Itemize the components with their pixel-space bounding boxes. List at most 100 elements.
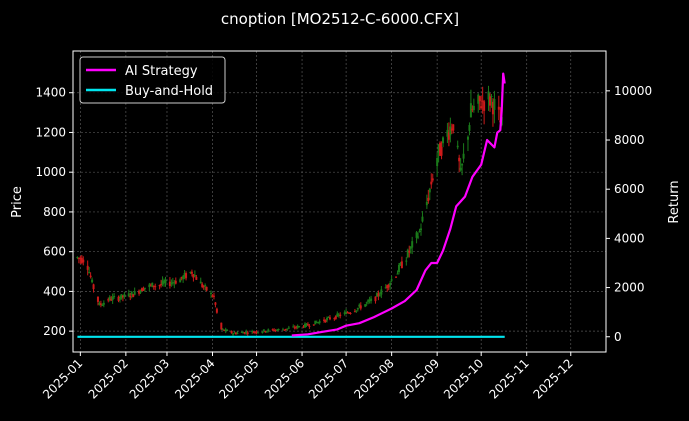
y2-axis-label: Return <box>667 180 682 223</box>
candle-body <box>418 230 421 232</box>
candle-body <box>252 332 255 334</box>
candle-body <box>77 257 80 259</box>
candle-body <box>375 293 378 297</box>
candle-body <box>327 316 330 318</box>
candle-body <box>346 312 349 314</box>
candle-body <box>417 236 420 238</box>
candle-body <box>356 307 359 310</box>
candle-body <box>478 96 481 102</box>
grid <box>73 51 606 352</box>
candle-body <box>264 331 267 333</box>
candle-body <box>370 298 373 301</box>
candle-body <box>283 329 286 331</box>
y2-tick-label: 10000 <box>614 84 652 98</box>
candle-body <box>251 330 254 333</box>
candle-body <box>99 303 102 305</box>
y-tick-label: 1400 <box>35 86 66 100</box>
candlesticks <box>76 85 503 337</box>
candle-body <box>359 305 362 309</box>
candle-body <box>89 275 92 278</box>
candle-body <box>487 91 490 100</box>
candle-body <box>190 271 193 274</box>
candle-body <box>82 259 85 263</box>
candle-body <box>154 286 157 288</box>
candle-body <box>164 279 167 283</box>
candle-body <box>233 332 236 334</box>
candle-body <box>286 328 289 330</box>
candle-body <box>378 295 381 297</box>
candle-body <box>353 311 356 313</box>
candle-body <box>79 257 82 260</box>
candle-body <box>226 330 229 332</box>
candle-body <box>168 281 171 286</box>
candle-body <box>212 295 215 297</box>
candle-body <box>91 279 94 283</box>
candle-body <box>483 101 486 111</box>
candle-body <box>107 299 110 301</box>
candle-body <box>152 285 155 287</box>
candle-body <box>431 178 434 181</box>
candle-body <box>400 261 403 269</box>
y-tick-label: 200 <box>43 324 66 338</box>
candle-body <box>224 329 227 332</box>
candle-body <box>254 331 257 333</box>
candle-body <box>384 287 387 289</box>
candle-body <box>76 257 79 259</box>
candle-body <box>368 300 371 302</box>
candle-body <box>405 260 408 262</box>
candle-body <box>462 153 465 159</box>
candle-body <box>380 289 383 295</box>
candle-body <box>281 329 284 331</box>
candle-body <box>396 273 399 275</box>
candle-body <box>305 323 308 326</box>
candle-body <box>425 201 428 206</box>
candle-body <box>133 291 136 295</box>
candle-body <box>160 284 163 286</box>
candle-body <box>490 96 493 98</box>
legend-box <box>79 56 226 104</box>
candle-body <box>132 294 135 298</box>
candle-body <box>121 295 124 298</box>
candle-body <box>339 314 342 317</box>
candle-body <box>138 290 141 294</box>
candle-body <box>101 305 104 307</box>
candle-body <box>471 108 474 111</box>
x-tick-label: 2025-01 <box>40 356 85 401</box>
candle-body <box>336 313 339 317</box>
x-tick-label: 2025-07 <box>306 356 351 401</box>
candle-body <box>349 313 352 315</box>
candle-body <box>230 330 233 334</box>
candle-body <box>446 129 449 137</box>
candle-body <box>123 294 126 298</box>
candle-body <box>223 329 226 331</box>
candle-body <box>179 279 182 283</box>
chart-title: cnoption [MO2512-C-6000.CFX] <box>221 10 459 28</box>
candle-body <box>192 274 195 278</box>
candle-body <box>180 276 183 279</box>
candle-body <box>149 284 152 286</box>
candle-body <box>214 302 217 305</box>
candle-body <box>142 288 145 291</box>
candle-body <box>292 326 295 328</box>
candle-body <box>158 285 161 287</box>
candle-body <box>243 332 246 334</box>
candle-body <box>185 273 188 279</box>
candle-body <box>428 188 431 193</box>
candle-body <box>472 105 475 111</box>
legend-label-ai-strategy: AI Strategy <box>125 64 198 79</box>
candle-body <box>440 147 443 156</box>
candle-body <box>86 265 89 270</box>
candle-body <box>461 163 464 166</box>
candle-body <box>306 324 309 326</box>
candle-body <box>298 326 301 328</box>
candle-body <box>358 304 361 307</box>
x-tick-label: 2025-05 <box>216 356 261 401</box>
candle-body <box>276 329 279 331</box>
candle-body <box>265 331 268 333</box>
candle-body <box>365 302 368 304</box>
x-tick-label: 2025-03 <box>127 356 172 401</box>
candle-body <box>130 291 133 295</box>
candle-body <box>143 287 146 289</box>
candle-body <box>151 282 154 288</box>
